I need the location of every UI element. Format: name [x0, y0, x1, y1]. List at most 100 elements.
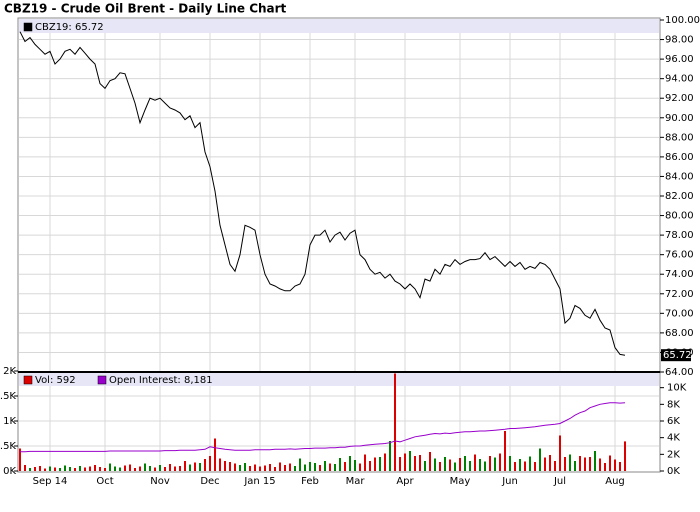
price-line: [19, 31, 626, 356]
volume-bar: [514, 462, 516, 471]
volume-bar: [139, 466, 141, 471]
volume-bar: [599, 458, 601, 471]
volume-bar: [429, 452, 431, 471]
y-tick-label: 76.00: [665, 250, 694, 261]
volume-bar: [39, 466, 41, 471]
volume-bar: [229, 462, 231, 471]
volume-bar: [224, 461, 226, 471]
volume-bar: [464, 456, 466, 471]
volume-bar: [454, 462, 456, 471]
volume-bar: [234, 463, 236, 471]
volume-bar: [259, 466, 261, 471]
volume-bar: [364, 454, 366, 471]
x-tick-label: Mar: [346, 476, 366, 487]
y-tick-label: 68.00: [665, 328, 694, 339]
volume-bar: [249, 466, 251, 471]
volume-bar: [609, 455, 611, 471]
volume-bar: [119, 467, 121, 471]
x-tick-label: Jun: [501, 476, 518, 487]
volume-bar: [284, 465, 286, 471]
y-tick-label: 88.00: [665, 132, 694, 143]
volume-bar: [309, 462, 311, 471]
y2-tick-label: 0K: [667, 466, 680, 477]
volume-bar: [569, 454, 571, 471]
open-interest-line: [20, 402, 626, 453]
volume-bar: [359, 463, 361, 471]
volume-bar: [209, 456, 211, 471]
legend-label: Open Interest: 8,181: [109, 375, 213, 386]
legend-swatch: [97, 375, 107, 385]
y2-tick-label: 6K: [667, 416, 680, 427]
chart-title: CBZ19 - Crude Oil Brent - Daily Line Cha…: [4, 2, 287, 16]
y-tick-label: 96.00: [665, 54, 694, 65]
volume-bar: [59, 468, 61, 471]
volume-bar: [544, 457, 546, 471]
y-tick-label: 64.00: [665, 367, 694, 378]
volume-bar: [89, 466, 91, 471]
volume-bar: [409, 451, 411, 471]
x-tick-label: Jul: [553, 476, 566, 487]
y-tick-label: 98.00: [665, 35, 694, 46]
volume-bar: [109, 463, 111, 471]
volume-bar: [239, 465, 241, 471]
volume-bar: [374, 457, 376, 471]
volume-bar: [524, 461, 526, 471]
volume-bar: [479, 459, 481, 471]
y-tick-label: 100.00: [665, 15, 700, 26]
y-tick-label: 86.00: [665, 152, 694, 163]
volume-bar: [99, 467, 101, 471]
volume-bar: [219, 458, 221, 471]
volume-bar: [29, 468, 31, 471]
volume-bar: [174, 466, 176, 471]
volume-bar: [489, 456, 491, 471]
volume-bar: [404, 453, 406, 471]
volume-bar: [49, 466, 51, 471]
volume-bar: [349, 456, 351, 471]
volume-bar: [529, 456, 531, 471]
volume-bar: [84, 467, 86, 471]
volume-bar: [584, 457, 586, 471]
volume-bar: [24, 465, 26, 471]
volume-bar: [419, 455, 421, 471]
volume-bar: [314, 463, 316, 471]
legend-swatch: [23, 375, 33, 385]
volume-bar: [379, 457, 381, 471]
volume-bar: [159, 465, 161, 471]
volume-bar: [329, 463, 331, 471]
volume-bar: [19, 448, 21, 471]
volume-bar: [439, 462, 441, 471]
legend-label: Vol: 592: [35, 375, 76, 386]
volume-bar: [319, 465, 321, 471]
volume-bar: [344, 462, 346, 471]
volume-bar: [414, 456, 416, 471]
y-tick-label: 78.00: [665, 230, 694, 241]
volume-bar: [279, 462, 281, 471]
y-tick-label: 84.00: [665, 171, 694, 182]
volume-bar: [134, 468, 136, 471]
y-tick-label: 2K: [3, 366, 16, 377]
volume-bar: [424, 461, 426, 471]
volume-bar: [499, 453, 501, 471]
volume-panel: [17, 371, 661, 473]
volume-bar: [114, 466, 116, 471]
volume-bar: [154, 467, 156, 471]
y-tick-label: 92.00: [665, 93, 694, 104]
volume-bar: [44, 468, 46, 471]
volume-bar: [204, 459, 206, 471]
volume-bar: [604, 463, 606, 471]
volume-bar: [324, 461, 326, 471]
volume-bar: [289, 463, 291, 471]
y-tick-label: 94.00: [665, 74, 694, 85]
price-panel: [17, 17, 661, 373]
x-tick-label: Nov: [150, 476, 170, 487]
volume-bar: [389, 441, 391, 471]
volume-bar: [339, 458, 341, 471]
x-tick-label: Jan 15: [243, 476, 275, 487]
volume-bar: [394, 373, 396, 471]
x-tick-label: Feb: [301, 476, 319, 487]
y-tick-label: 82.00: [665, 191, 694, 202]
volume-bar: [74, 468, 76, 471]
volume-bar: [299, 458, 301, 471]
volume-bar: [34, 467, 36, 471]
